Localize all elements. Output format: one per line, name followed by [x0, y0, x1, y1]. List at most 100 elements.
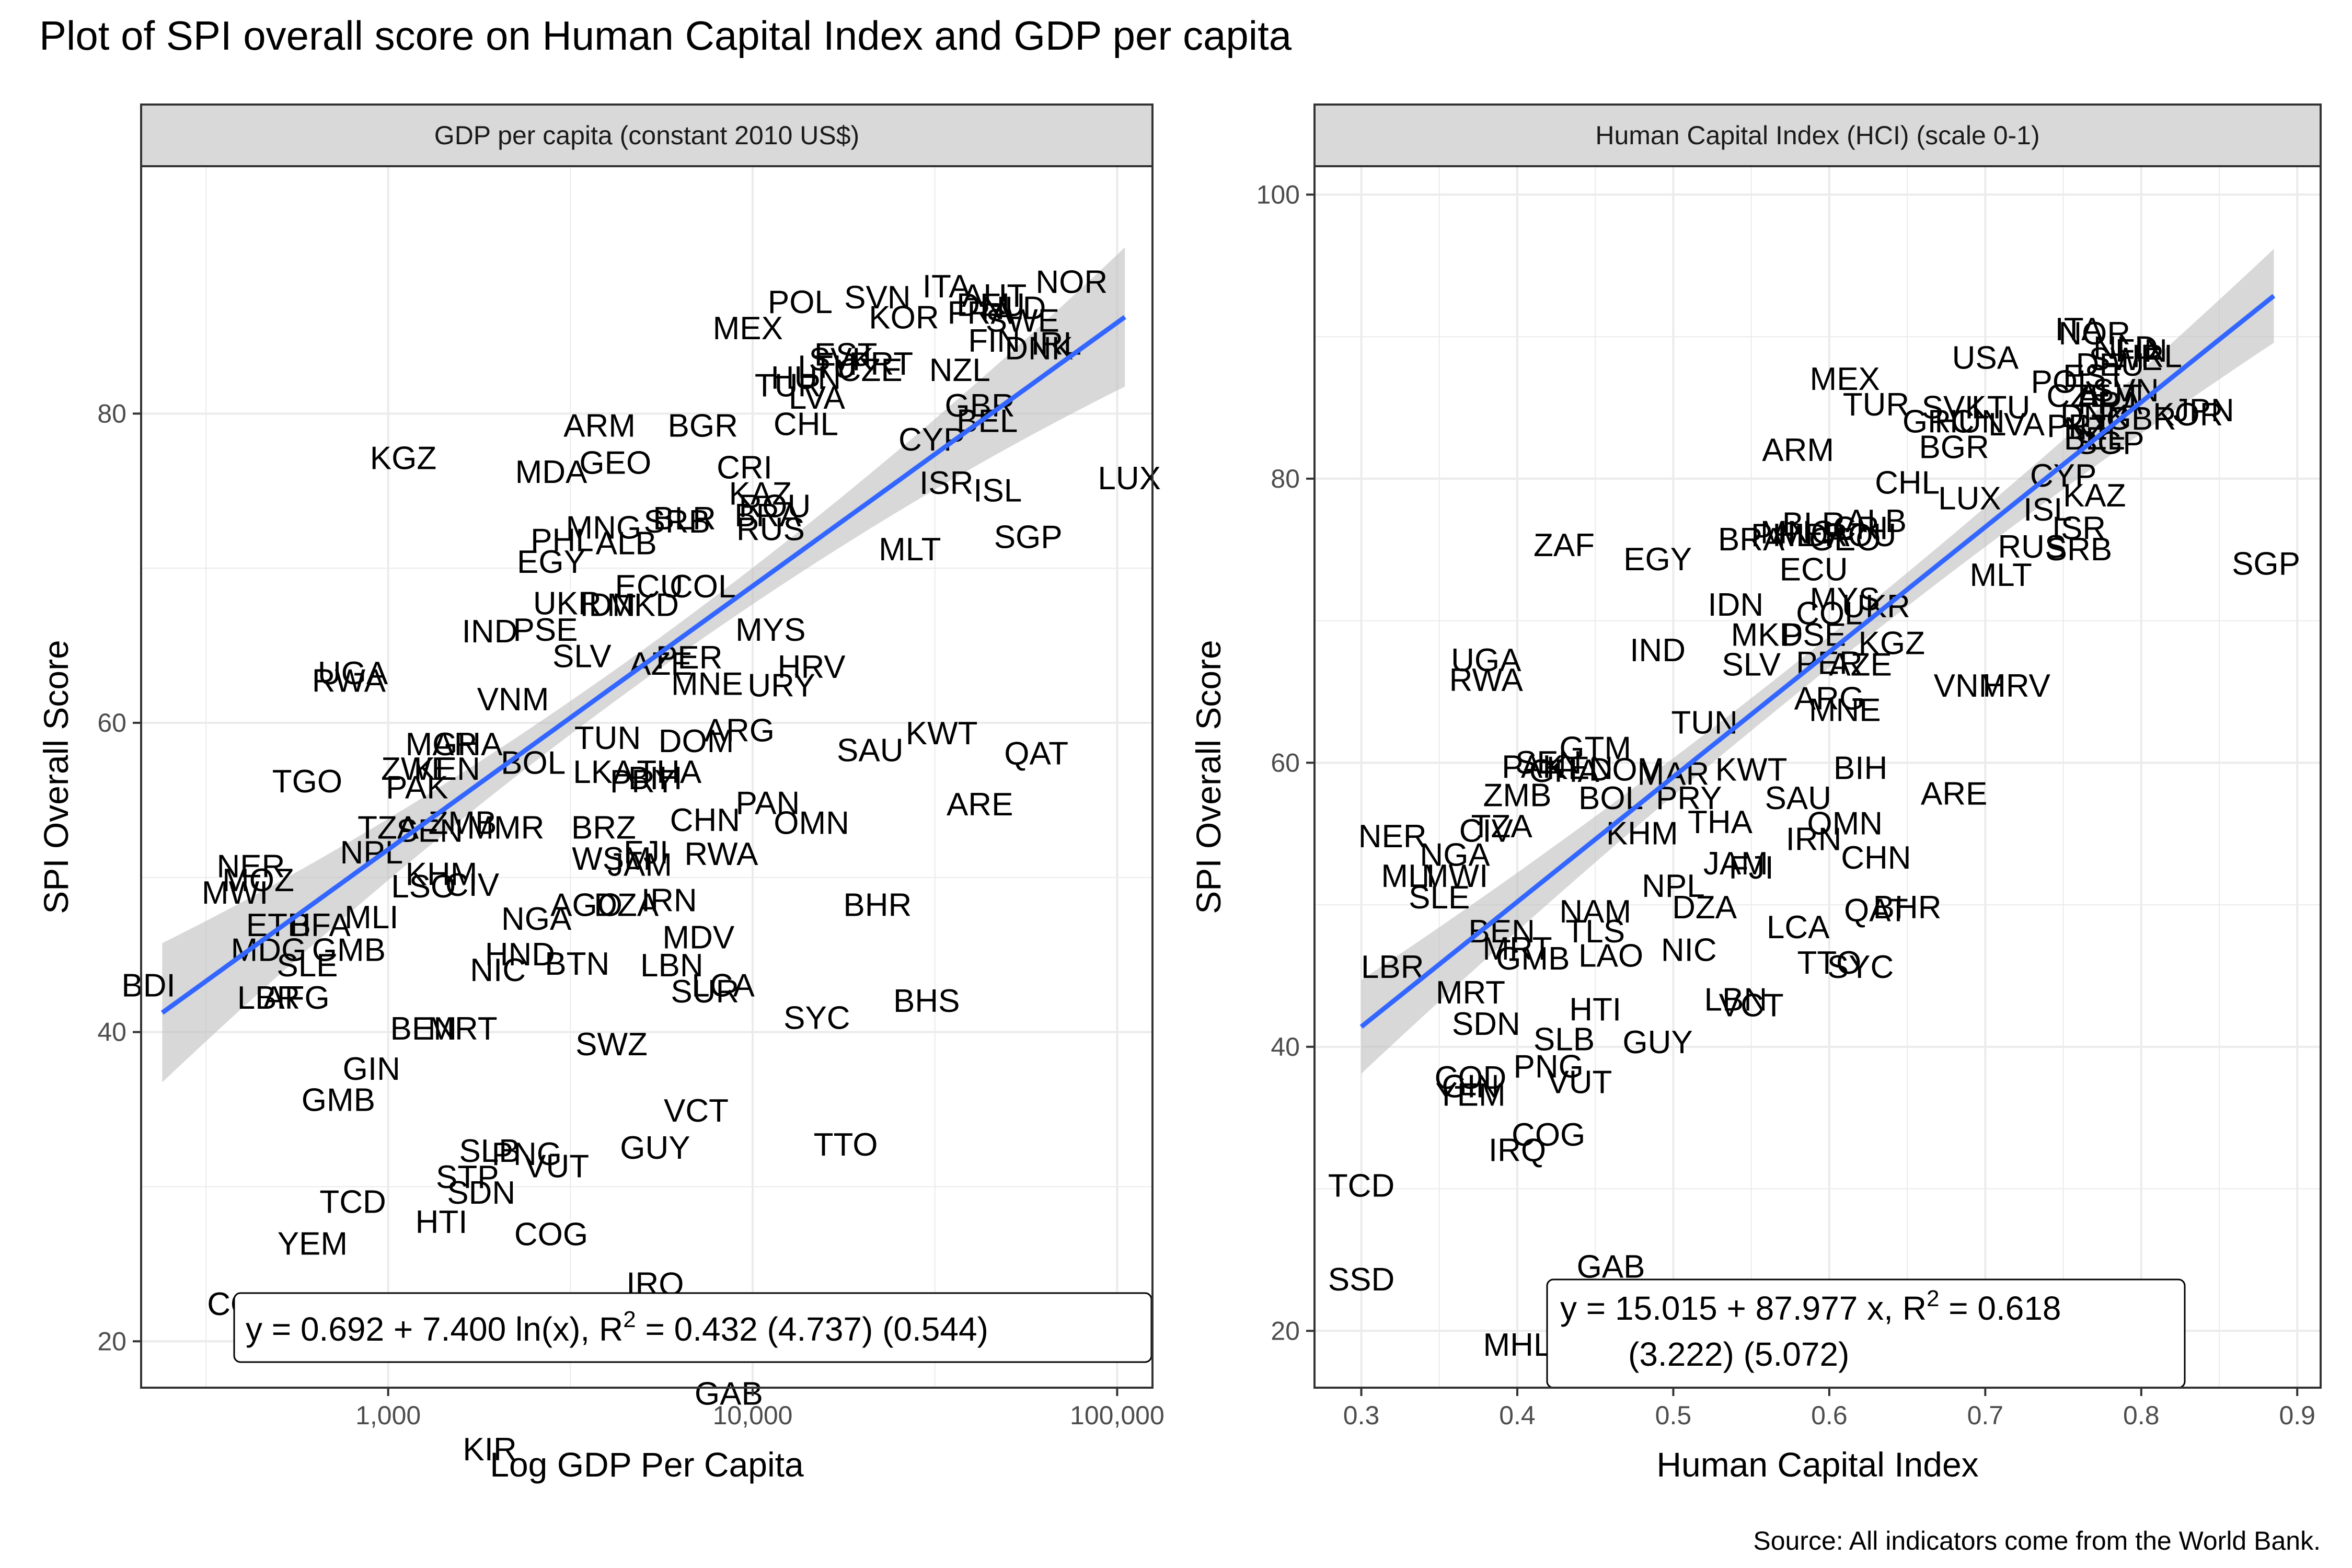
- point-label-bhr: BHR: [1873, 890, 1942, 926]
- point-label-ssd: SSD: [1328, 1262, 1394, 1298]
- hci-equation-se: (3.222) (5.072): [1628, 1335, 1849, 1373]
- point-label-mkd: MKD: [607, 587, 679, 624]
- point-label-cri: CRI: [1832, 510, 1888, 546]
- point-label-are: ARE: [1921, 776, 1987, 812]
- point-label-gha: GHA: [432, 727, 503, 763]
- point-label-sgp2: SGP: [2076, 425, 2145, 461]
- point-label-sgp: SGP: [2232, 546, 2300, 582]
- point-label-tto: TTO: [1797, 945, 1861, 981]
- point-label-irn: IRN: [1786, 822, 1842, 858]
- gdp-fit-line: [160, 315, 1126, 1015]
- point-label-srb: SRB: [644, 504, 710, 540]
- point-label-nld: NLD: [2093, 330, 2158, 366]
- point-label-hun: HUN: [771, 360, 841, 396]
- hci-x-tick-label: 0.7: [1967, 1401, 2004, 1430]
- point-label-swe: SWE: [986, 303, 1059, 339]
- point-label-zmb: ZMB: [1483, 777, 1552, 813]
- point-label-mlt: MLT: [879, 532, 941, 568]
- point-label-mwi: MWI: [202, 875, 268, 911]
- point-label-lux: LUX: [1938, 480, 2001, 516]
- point-label-fji: FJI: [1729, 850, 1774, 886]
- hci-x-axis: 0.3 0.4 0.5 0.6 0.7 0.8 0.9: [1343, 1388, 2315, 1430]
- point-label-ind: IND: [462, 614, 518, 650]
- point-label-omn: OMN: [1807, 806, 1883, 842]
- point-label-pse: PSE: [513, 612, 578, 648]
- point-label-fin: FIN: [968, 323, 1020, 359]
- point-label-afg: AFG: [263, 980, 329, 1016]
- point-label-kaz: KAZ: [729, 476, 792, 512]
- hci-equation-box: y = 15.015 + 87.977 x, R2 = 0.618 (3.222)…: [1546, 1278, 2186, 1389]
- figure-title: Plot of SPI overall score on Human Capit…: [39, 13, 1292, 59]
- point-label-lbr: LBR: [237, 980, 301, 1016]
- hci-y-axis-title: SPI Overall Score: [1189, 640, 1228, 914]
- hci-fit-line: [1359, 294, 2276, 1029]
- point-label-tcd: TCD: [1328, 1168, 1394, 1204]
- point-label-mrt: MRT: [428, 1011, 497, 1047]
- point-label-mng: MNG: [566, 510, 642, 546]
- point-label-bhs: BHS: [893, 983, 960, 1019]
- point-label-wsm: WSM: [572, 841, 651, 877]
- point-label-prt: PRT: [849, 346, 913, 382]
- point-label-hrv: HRV: [778, 649, 846, 685]
- point-label-tza: TZA: [358, 810, 419, 846]
- hci-y-tick-label: 40: [1271, 1032, 1300, 1062]
- point-label-hti: HTI: [1569, 992, 1621, 1028]
- point-label-guy: GUY: [620, 1130, 690, 1166]
- point-label-zwe: ZWE: [381, 751, 453, 787]
- gdp-panel-title: GDP per capita (constant 2010 US$): [434, 121, 859, 150]
- point-label-npl: NPL: [340, 835, 403, 871]
- point-label-ken: KEN: [1547, 751, 1613, 787]
- point-label-est: EST: [814, 337, 878, 373]
- point-label-pak: PAK: [386, 770, 448, 806]
- point-label-vnm: VNM: [1934, 668, 2006, 704]
- point-label-hnd: HND: [485, 937, 555, 973]
- point-label-vct: VCT: [664, 1093, 729, 1129]
- point-label-slv: SLV: [1722, 647, 1781, 683]
- point-label-deu: DEU: [956, 287, 1025, 324]
- gdp-y-tick-label: 20: [97, 1327, 126, 1356]
- hci-x-tick-label: 0.8: [2123, 1401, 2160, 1430]
- point-label-egy: EGY: [1623, 541, 1692, 578]
- point-label-lbn: LBN: [1704, 982, 1768, 1018]
- point-label-arg: ARG: [1794, 681, 1864, 717]
- gdp-x-axis: 1,000 10,000 100,000: [355, 1388, 1165, 1430]
- point-label-zaf: ZAF: [1534, 527, 1595, 563]
- point-label-pol: POL: [2031, 364, 2096, 400]
- point-label-nga: NGA: [501, 901, 572, 937]
- gdp-x-tick-label: 1,000: [355, 1401, 421, 1430]
- point-label-chn: CHN: [1841, 840, 1911, 876]
- point-label-nor: NOR: [2058, 316, 2130, 352]
- point-label-kwt: KWT: [1715, 752, 1788, 788]
- gdp-x-axis-title: Log GDP Per Capita: [490, 1445, 804, 1484]
- point-label-bih: BIH: [628, 760, 682, 797]
- point-label-fra: FRA: [2078, 385, 2143, 421]
- point-label-mlt: MLT: [1969, 557, 2032, 593]
- point-label-ita: ITA: [2055, 312, 2103, 348]
- point-label-slb: SLB: [1534, 1022, 1595, 1058]
- gdp-equation-text: y = 0.692 + 7.400 ln(x), R2 = 0.432 (4.7…: [246, 1307, 988, 1348]
- point-label-tha: THA: [637, 754, 702, 790]
- point-label-yem: YEM: [278, 1226, 348, 1262]
- point-label-uga: UGA: [318, 655, 388, 691]
- point-label-irn: IRN: [641, 883, 697, 919]
- point-label-svk: SVK: [809, 341, 873, 377]
- point-label-nor: NOR: [1035, 264, 1108, 300]
- point-label-dom: DOM: [1589, 752, 1665, 788]
- gdp-strip: [140, 103, 1154, 167]
- point-label-lka: LKA: [573, 754, 635, 790]
- point-label-slv: SLV: [552, 638, 612, 674]
- point-label-arm: ARM: [1762, 432, 1834, 468]
- point-label-mmr: MMR: [467, 810, 544, 846]
- point-label-khm: KHM: [406, 856, 478, 892]
- point-label-sdn: SDN: [1452, 1006, 1520, 1042]
- hci-x-axis-title: Human Capital Index: [1656, 1445, 1978, 1484]
- point-label-hti: HTI: [416, 1204, 468, 1240]
- point-label-mys: MYS: [735, 612, 805, 648]
- gdp-x-tick-label: 100,000: [1070, 1401, 1165, 1430]
- point-label-mkd: MKD: [1731, 617, 1803, 653]
- point-label-mrt2: MRT: [1482, 931, 1552, 967]
- point-label-gha: GHA: [1529, 753, 1599, 789]
- point-label-usa: USA: [1952, 340, 2019, 376]
- point-label-sau: SAU: [1765, 780, 1831, 816]
- point-label-rwa: RWA: [1449, 662, 1524, 698]
